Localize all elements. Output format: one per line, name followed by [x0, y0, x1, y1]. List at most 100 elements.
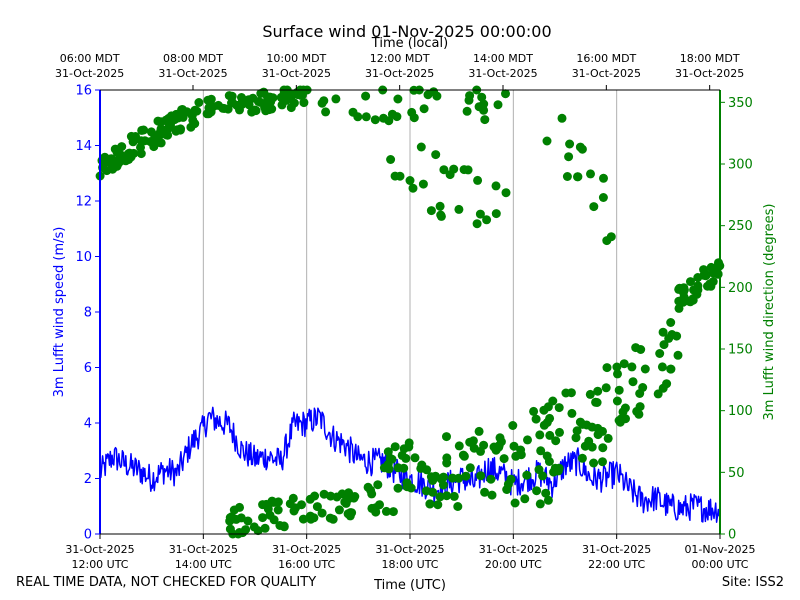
wind-direction-point — [603, 433, 613, 443]
x-axis-label: Time (UTC) — [373, 578, 446, 593]
wind-direction-point — [480, 115, 490, 125]
wind-direction-point — [551, 436, 561, 446]
wind-direction-point — [348, 107, 358, 117]
wind-direction-point — [367, 489, 377, 499]
top-tick-label-date: 31-Oct-2025 — [572, 67, 641, 80]
x-tick-label-time: 22:00 UTC — [588, 558, 645, 571]
wind-direction-point — [130, 134, 140, 144]
wind-direction-point — [449, 491, 459, 501]
top-tick-label-date: 31-Oct-2025 — [468, 67, 537, 80]
wind-direction-point — [708, 268, 718, 278]
right-tick-label: 250 — [728, 219, 753, 234]
top-tick-label-date: 31-Oct-2025 — [675, 67, 744, 80]
wind-direction-point — [190, 105, 200, 115]
wind-direction-point — [606, 232, 616, 242]
wind-direction-point — [150, 132, 160, 142]
wind-direction-point — [454, 204, 464, 214]
wind-direction-point — [387, 454, 397, 464]
wind-direction-point — [602, 363, 612, 373]
wind-direction-point — [286, 103, 296, 113]
wind-speed-line — [99, 406, 721, 523]
wind-direction-point — [370, 115, 380, 125]
wind-direction-point — [405, 176, 415, 185]
wind-direction-point — [714, 258, 723, 268]
right-tick-label: 350 — [728, 96, 753, 111]
x-tick-label-time: 00:00 UTC — [691, 558, 748, 571]
wind-direction-point — [628, 377, 638, 387]
left-tick-label: 14 — [75, 139, 92, 154]
wind-direction-point — [241, 525, 251, 535]
wind-direction-point — [463, 165, 473, 175]
wind-direction-point — [509, 441, 519, 451]
wind-direction-point — [501, 188, 511, 198]
wind-direction-point — [487, 490, 497, 500]
wind-direction-point — [686, 277, 695, 287]
wind-direction-point — [640, 364, 650, 374]
top-tick-label-time: 10:00 MDT — [266, 52, 326, 65]
wind-direction-point — [276, 92, 286, 102]
wind-direction-point — [534, 465, 544, 475]
wind-direction-point — [657, 362, 667, 372]
wind-direction-point — [619, 359, 629, 369]
left-tick-label: 16 — [75, 84, 92, 99]
wind-direction-point — [535, 430, 545, 440]
wind-direction-point — [188, 115, 198, 125]
wind-direction-point — [496, 437, 506, 447]
wind-direction-point — [522, 470, 532, 480]
wind-direction-point — [599, 173, 608, 183]
site-label: Site: ISS2 — [721, 575, 784, 590]
right-tick-label: 150 — [728, 343, 753, 358]
wind-direction-point — [409, 113, 419, 123]
wind-direction-point — [531, 414, 541, 424]
wind-direction-point — [459, 451, 469, 461]
wind-direction-point — [659, 340, 669, 350]
wind-direction-point — [454, 473, 464, 483]
wind-direction-point — [235, 105, 244, 115]
wind-direction-point — [666, 364, 676, 374]
wind-direction-point — [614, 385, 624, 395]
wind-direction-point — [439, 165, 449, 175]
wind-direction-point — [163, 124, 173, 134]
wind-direction-point — [453, 502, 463, 511]
wind-direction-point — [416, 463, 426, 473]
wind-direction-point — [465, 463, 475, 473]
wind-direction-point — [436, 211, 446, 221]
right-tick-label: 300 — [728, 158, 753, 173]
wind-direction-point — [580, 441, 590, 451]
x-tick-label-date: 31-Oct-2025 — [582, 543, 651, 556]
wind-direction-point — [240, 96, 250, 106]
wind-direction-point — [635, 402, 645, 412]
wind-direction-point — [299, 98, 309, 108]
wind-direction-point — [479, 440, 489, 450]
wind-direction-point — [156, 138, 166, 148]
wind-direction-point — [638, 383, 648, 392]
wind-direction-series — [95, 85, 725, 539]
wind-direction-point — [253, 526, 263, 536]
y-axis-right-label: 3m Lufft wind direction (degrees) — [762, 204, 777, 421]
quality-disclaimer: REAL TIME DATA, NOT CHECKED FOR QUALITY — [16, 575, 317, 590]
wind-direction-point — [386, 155, 396, 164]
wind-direction-point — [136, 149, 146, 159]
wind-direction-point — [419, 104, 429, 114]
axis-ticks — [95, 85, 725, 539]
wind-direction-point — [572, 426, 582, 436]
wind-direction-point — [578, 419, 587, 429]
wind-direction-point — [473, 175, 483, 185]
wind-direction-point — [227, 512, 237, 522]
wind-direction-point — [636, 345, 646, 354]
wind-direction-point — [317, 508, 327, 518]
wind-direction-point — [627, 362, 637, 372]
top-tick-label-time: 12:00 MDT — [370, 52, 430, 65]
wind-direction-point — [261, 106, 271, 116]
wind-direction-point — [586, 169, 595, 179]
x-tick-label-date: 31-Oct-2025 — [479, 543, 548, 556]
wind-direction-point — [334, 505, 344, 515]
wind-direction-point — [321, 107, 331, 117]
top-tick-label-time: 14:00 MDT — [473, 52, 533, 65]
wind-direction-point — [229, 505, 239, 515]
wind-direction-point — [634, 409, 644, 419]
wind-direction-point — [125, 148, 135, 158]
wind-direction-point — [258, 500, 268, 510]
axis-labels: Surface wind 01-Nov-2025 00:00:00 Time (… — [52, 22, 777, 593]
wind-direction-point — [585, 389, 595, 399]
